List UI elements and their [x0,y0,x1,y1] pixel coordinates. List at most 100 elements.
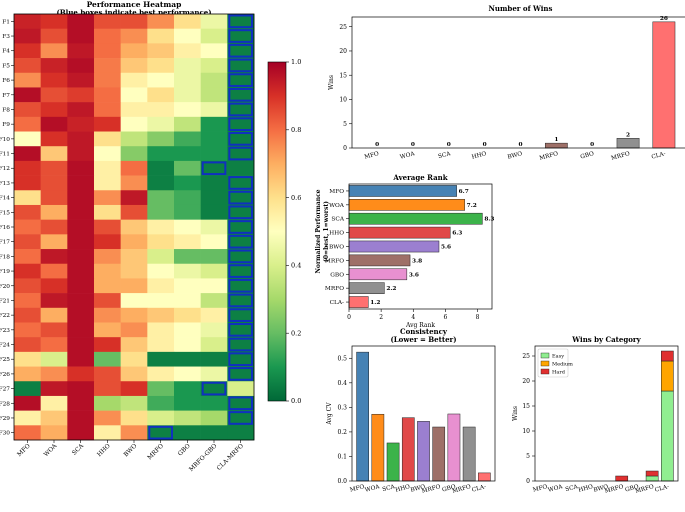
heatmap-cell [94,381,121,397]
consistency-xtick-label: HHO [395,484,411,494]
heatmap-cell [14,190,41,206]
heatmap-row-label: F18 [0,254,10,260]
best-box [228,29,253,43]
rank-ytick-label: SCA [331,217,344,223]
heatmap-cell [174,116,201,132]
heatmap-cell [227,72,255,88]
heatmap-cell [200,395,228,411]
rank-bar [348,268,408,281]
heatmap-row-label: F13 [0,181,10,187]
heatmap-cell [14,425,41,441]
heatmap-cell [120,28,148,44]
heatmap-cell [200,351,228,367]
heatmap-cell [94,116,121,132]
heatmap-cell [67,307,95,323]
heatmap-cell [174,160,201,176]
category-xtick-label: HHO [578,484,594,494]
heatmap-cell [147,219,175,235]
heatmap-cell [67,219,95,235]
best-box [228,264,253,278]
heatmap-cell [94,263,121,279]
wins-xtick-label: MRFO [611,151,631,162]
best-box [228,234,253,249]
consistency-xtick-label: MRFO [421,484,441,495]
heatmap-cell [174,263,201,279]
heatmap-cell [94,72,121,88]
heatmap-cell [40,249,68,265]
heatmap-cell [227,116,255,132]
rank-bar [348,282,385,294]
heatmap-cell [227,190,255,206]
heatmap-cell [40,190,68,206]
heatmap-cell [174,146,201,162]
heatmap-cell [40,175,68,191]
heatmap-cell [94,175,121,191]
heatmap-cell [147,116,175,132]
heatmap-cell [120,381,148,397]
rank-ytick-label: BWO [329,245,344,251]
heatmap-cell [14,322,41,338]
heatmap-cell [227,28,255,44]
wins-title: Number of Wins [489,4,553,13]
heatmap-cell [67,116,95,132]
wins-bar [544,142,568,149]
heatmap-cell [120,160,148,176]
heatmap-cell [200,322,228,338]
best-box [228,146,253,161]
wins-data-label: 0 [483,142,487,148]
colorbar-label: (0=best, 1=worst) [323,201,330,262]
heatmap-cell [174,322,201,338]
heatmap-cell [147,307,175,323]
rank-bar [348,296,369,308]
best-box [228,190,253,205]
heatmap-cell [94,219,121,235]
consistency-bar [478,472,491,482]
best-box [228,249,253,264]
wins-data-label: 0 [375,142,379,148]
category-xtick-label: CLA- [654,484,670,494]
heatmap-row-label: F28 [0,401,10,407]
legend-swatch [540,360,550,367]
heatmap-cell [40,43,68,59]
heatmap-row-label: F3 [2,34,10,40]
category-xtick-label: WOA [547,484,564,494]
heatmap-cell [227,58,255,74]
heatmap-row-label: F19 [0,269,10,275]
consistency-xtick-label: GBO [442,484,457,493]
heatmap-cell [14,28,41,44]
heatmap-cell [14,175,41,191]
heatmap-cell [147,263,175,279]
heatmap-cell [14,234,41,250]
heatmap-cell [67,160,95,176]
consistency-xtick-label: MFO [349,484,365,494]
heatmap-cell [67,410,95,426]
heatmap-row-label: F27 [0,387,10,393]
rank-xtick-label: 2 [379,314,383,321]
heatmap-cell [120,307,148,323]
heatmap-cell [174,87,201,103]
heatmap-cell [227,395,255,411]
heatmap-cell [227,234,255,250]
heatmap-cell [120,337,148,353]
heatmap-cell [40,219,68,235]
heatmap-row-label: F7 [2,93,10,99]
heatmap-cell [147,395,175,411]
heatmap-cell [120,14,148,29]
rank-ytick-label: CLA- [330,300,344,306]
heatmap-cell [174,249,201,265]
heatmap-cell [200,204,228,220]
heatmap-cell [120,116,148,132]
heatmap-cell [120,190,148,206]
best-box [228,293,253,308]
heatmap-cell [67,249,95,265]
heatmap-cell [200,219,228,235]
heatmap-row-label: F25 [0,357,10,363]
category-bar-segment [661,350,674,362]
consistency-ytick-label: 0.2 [337,429,347,436]
consistency-bar [356,351,369,482]
heatmap-cell [67,293,95,309]
heatmap-cell [120,263,148,279]
legend-label: Easy [552,354,564,360]
heatmap-cell [40,263,68,279]
rank-bar [348,254,411,267]
